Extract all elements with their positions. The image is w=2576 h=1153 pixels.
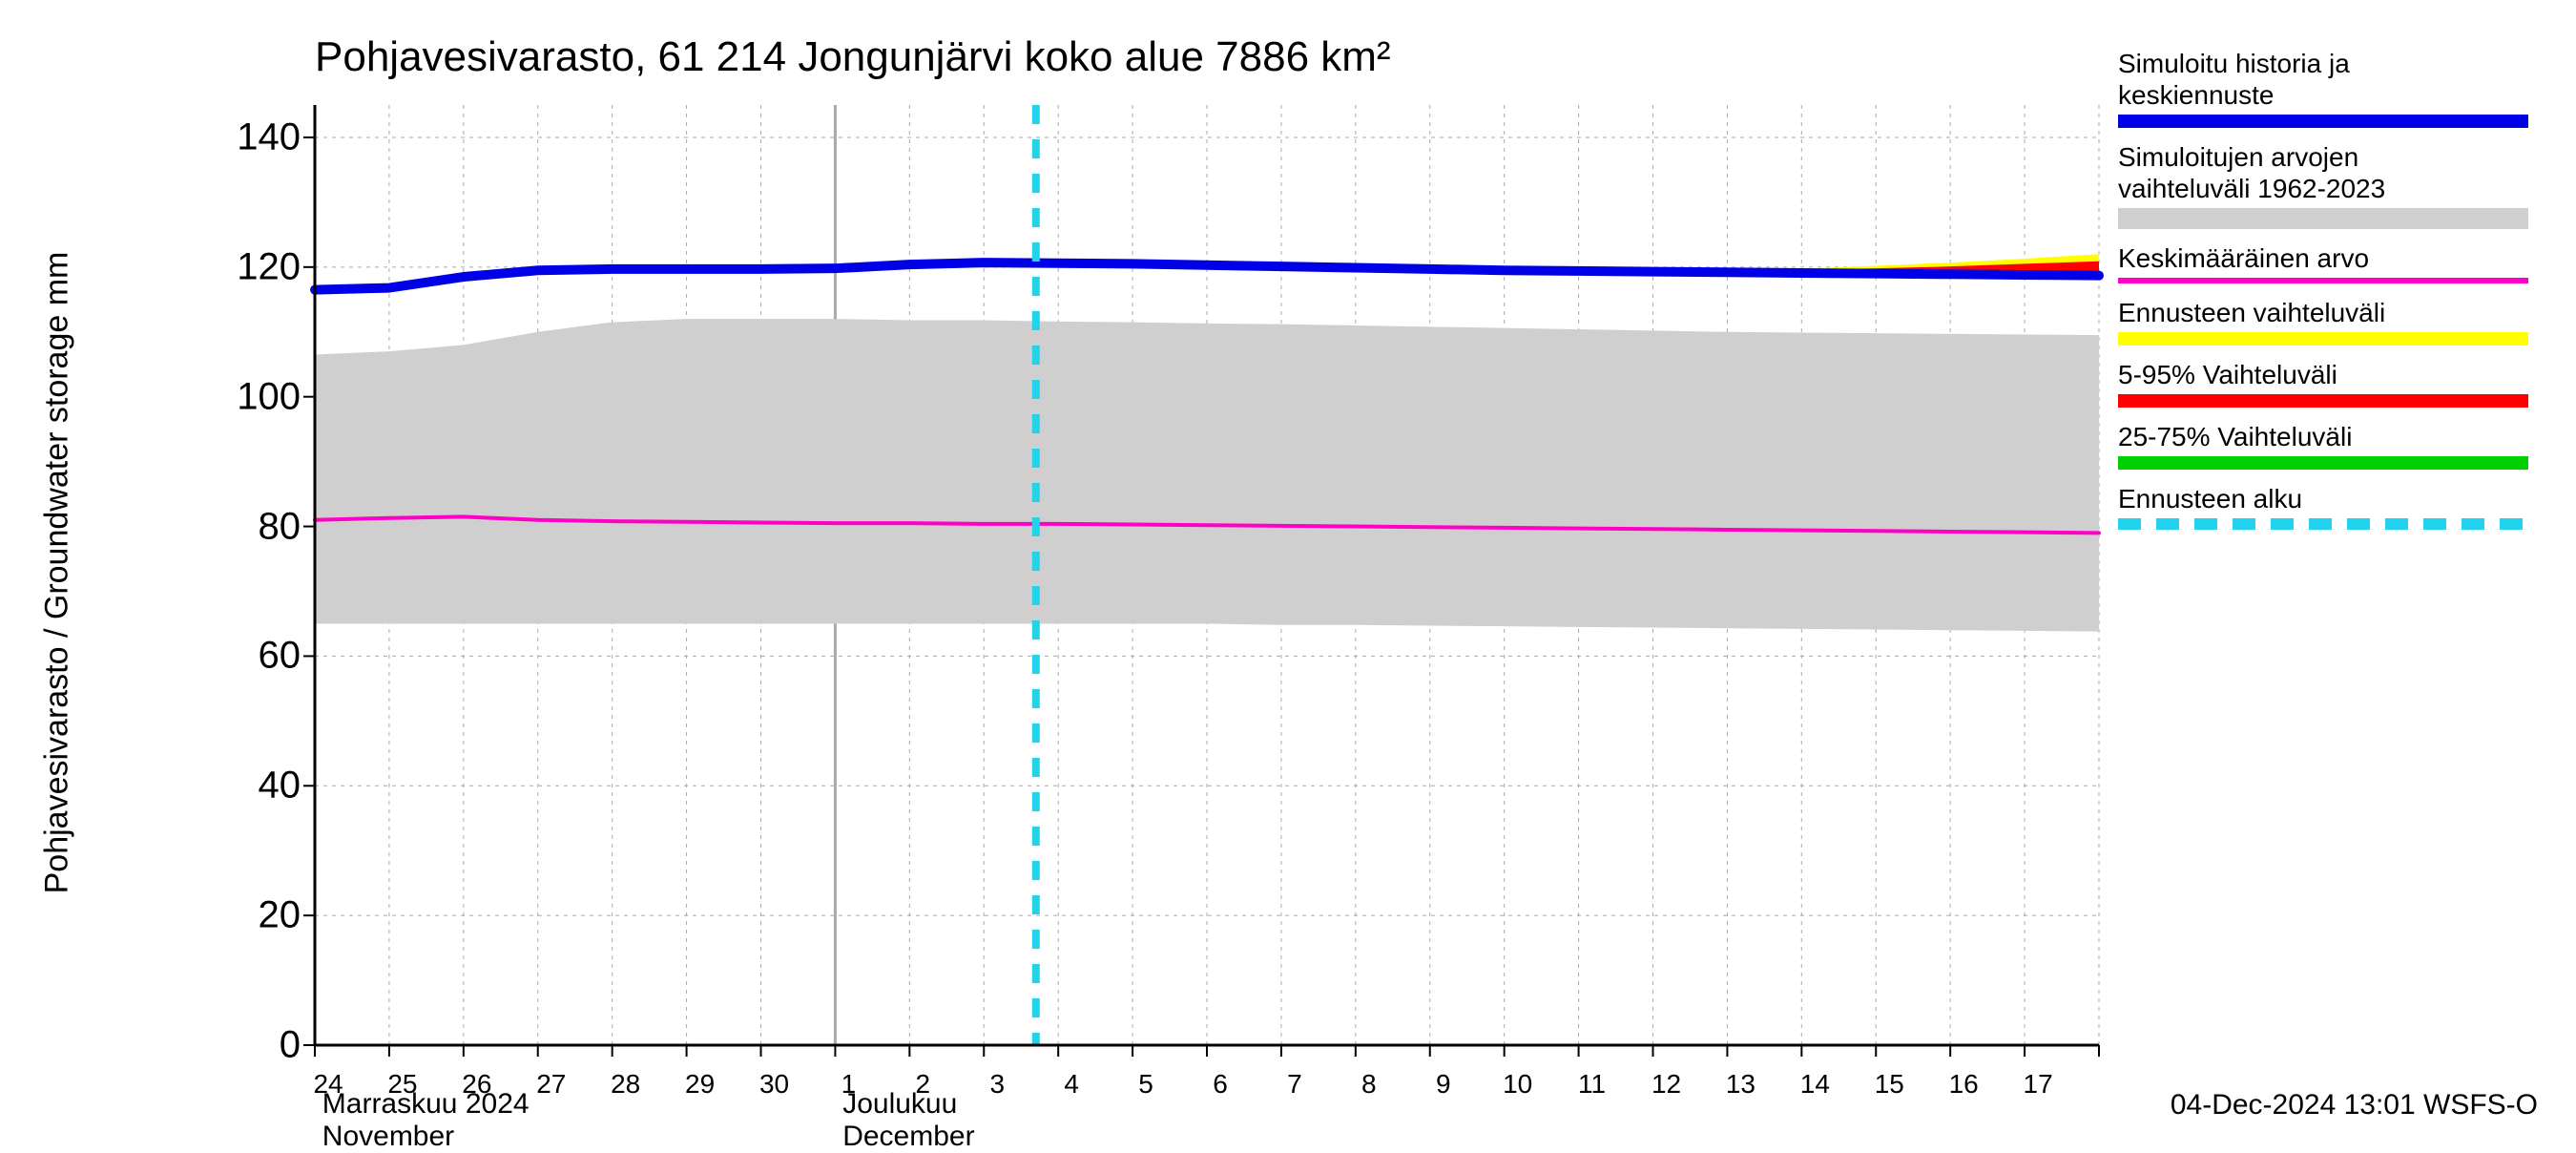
chart-plot xyxy=(315,105,2099,1045)
legend-item: 5-95% Vaihteluväli xyxy=(2118,359,2557,408)
legend-item: Simuloitujen arvojenvaihteluväli 1962-20… xyxy=(2118,141,2557,229)
legend-label: Keskimääräinen arvo xyxy=(2118,242,2557,274)
x-tick-day-label: 9 xyxy=(1436,1069,1451,1100)
x-tick-day-label: 28 xyxy=(611,1069,640,1100)
x-tick-day-label: 15 xyxy=(1875,1069,1904,1100)
x-tick-day-label: 5 xyxy=(1138,1069,1153,1100)
footer-timestamp: 04-Dec-2024 13:01 WSFS-O xyxy=(2171,1089,2538,1122)
x-tick-day-label: 3 xyxy=(989,1069,1005,1100)
x-tick-day-label: 11 xyxy=(1578,1069,1606,1100)
legend-label: Ennusteen alku xyxy=(2118,483,2557,514)
y-tick-label: 120 xyxy=(205,245,301,288)
x-tick-day-label: 8 xyxy=(1361,1069,1377,1100)
x-tick-day-label: 30 xyxy=(759,1069,789,1100)
legend: Simuloitu historia jakeskiennuste Simuloi… xyxy=(2118,48,2557,543)
legend-swatch xyxy=(2118,332,2528,346)
x-tick-day-label: 27 xyxy=(536,1069,566,1100)
legend-label: Simuloitu historia jakeskiennuste xyxy=(2118,48,2557,111)
legend-label: Simuloitujen arvojenvaihteluväli 1962-20… xyxy=(2118,141,2557,204)
chart-container: Pohjavesivarasto / Groundwater storage m… xyxy=(0,0,2576,1145)
x-tick-day-label: 14 xyxy=(1800,1069,1830,1100)
x-month-label: Marraskuu 2024November xyxy=(322,1088,530,1153)
legend-swatch xyxy=(2118,518,2528,530)
legend-item: Ennusteen vaihteluväli xyxy=(2118,297,2557,346)
x-tick-day-label: 17 xyxy=(2024,1069,2053,1100)
x-tick-day-label: 4 xyxy=(1064,1069,1079,1100)
legend-item: 25-75% Vaihteluväli xyxy=(2118,421,2557,470)
y-tick-label: 0 xyxy=(205,1024,301,1067)
legend-swatch xyxy=(2118,456,2528,470)
legend-label: 5-95% Vaihteluväli xyxy=(2118,359,2557,390)
y-axis-label: Pohjavesivarasto / Groundwater storage m… xyxy=(39,252,76,894)
y-tick-label: 100 xyxy=(205,375,301,418)
legend-item: Ennusteen alku xyxy=(2118,483,2557,530)
legend-item: Simuloitu historia jakeskiennuste xyxy=(2118,48,2557,128)
legend-item: Keskimääräinen arvo xyxy=(2118,242,2557,283)
x-tick-day-label: 16 xyxy=(1949,1069,1979,1100)
x-tick-day-label: 6 xyxy=(1213,1069,1228,1100)
legend-swatch xyxy=(2118,394,2528,408)
x-month-label: JoulukuuDecember xyxy=(842,1088,974,1153)
y-tick-label: 20 xyxy=(205,894,301,937)
y-tick-label: 40 xyxy=(205,765,301,807)
legend-swatch xyxy=(2118,208,2528,229)
legend-label: 25-75% Vaihteluväli xyxy=(2118,421,2557,452)
legend-swatch xyxy=(2118,115,2528,128)
x-tick-day-label: 10 xyxy=(1503,1069,1532,1100)
x-tick-day-label: 13 xyxy=(1726,1069,1755,1100)
y-tick-label: 60 xyxy=(205,635,301,678)
y-tick-label: 80 xyxy=(205,505,301,548)
x-tick-day-label: 7 xyxy=(1287,1069,1302,1100)
chart-title: Pohjavesivarasto, 61 214 Jongunjärvi kok… xyxy=(315,33,1391,81)
legend-label: Ennusteen vaihteluväli xyxy=(2118,297,2557,328)
legend-swatch xyxy=(2118,278,2528,283)
x-tick-day-label: 29 xyxy=(685,1069,715,1100)
x-tick-day-label: 12 xyxy=(1652,1069,1681,1100)
y-tick-label: 140 xyxy=(205,115,301,158)
